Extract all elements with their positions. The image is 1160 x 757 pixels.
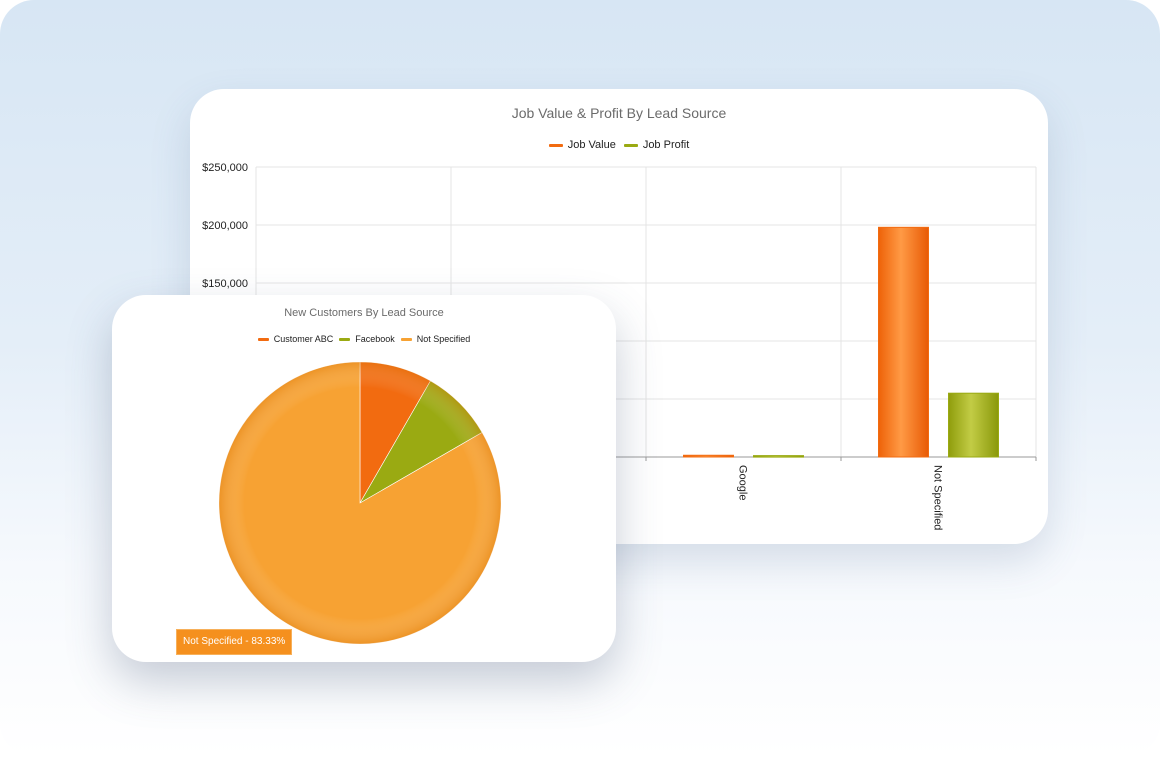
legend-item-job-profit[interactable]: Job Profit (623, 139, 690, 151)
legend-label-job-profit: Job Profit (642, 139, 690, 151)
pie-chart-legend: Customer ABC Facebook Not Specified (112, 334, 616, 344)
bar-chart-title: Job Value & Profit By Lead Source (511, 105, 727, 121)
pie-chart-card: New Customers By Lead Source Customer AB… (112, 295, 616, 662)
bar-y-tick-label: $150,000 (202, 278, 248, 290)
legend-item-not-specified[interactable]: Not Specified (400, 334, 471, 344)
bar-job-profit-3[interactable] (948, 392, 999, 458)
legend-swatch-job-value (548, 143, 563, 147)
legend-label-not-specified: Not Specified (416, 334, 471, 344)
bar-job-value-3[interactable] (878, 226, 929, 458)
legend-label-facebook: Facebook (355, 334, 395, 344)
legend-item-job-value[interactable]: Job Value (548, 139, 616, 151)
legend-swatch-customer-abc (257, 337, 269, 341)
pie-chart-title: New Customers By Lead Source (284, 307, 444, 319)
pie-tooltip: Not Specified - 83.33% (176, 629, 293, 655)
legend-label-job-value: Job Value (567, 139, 616, 151)
legend-swatch-facebook (339, 337, 351, 341)
bar-chart-legend: Job Value Job Profit (190, 139, 1048, 151)
pie-chart-plot (218, 361, 502, 645)
pie-rim-shade (219, 362, 501, 644)
legend-swatch-job-profit (623, 143, 638, 147)
legend-label-customer-abc: Customer ABC (273, 334, 334, 344)
legend-item-customer-abc[interactable]: Customer ABC (257, 334, 334, 344)
bar-x-category-label: Google (737, 465, 749, 500)
bar-job-profit-2[interactable] (753, 455, 804, 458)
bar-y-tick-label: $200,000 (202, 220, 248, 232)
bar-y-tick-label: $250,000 (202, 162, 248, 174)
bar-job-value-2[interactable] (683, 454, 734, 458)
legend-swatch-not-specified (400, 337, 412, 341)
legend-item-facebook[interactable]: Facebook (339, 334, 395, 344)
bar-x-category-label: Not Specified (932, 465, 944, 530)
